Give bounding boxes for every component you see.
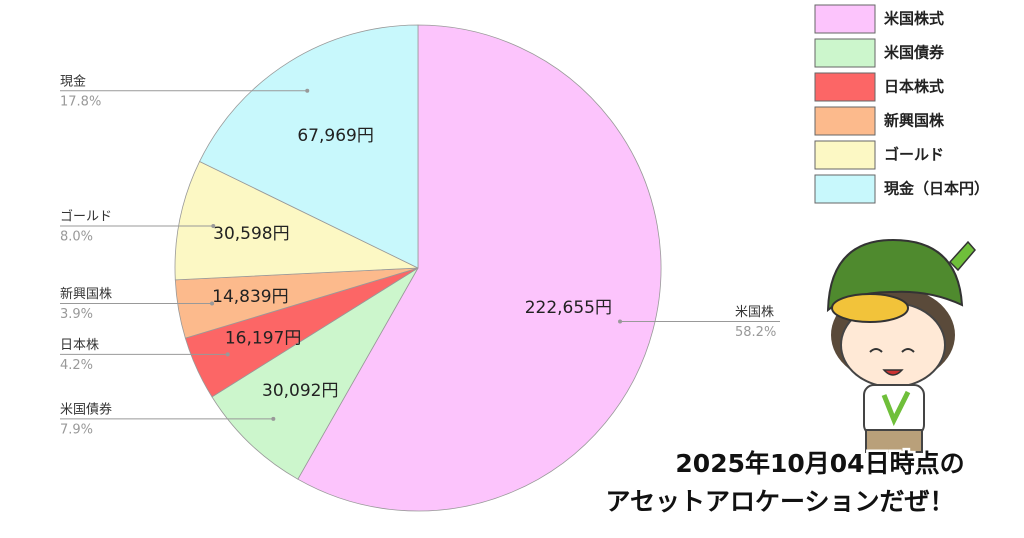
legend-label: 米国株式	[884, 10, 944, 28]
percent-label: 7.9%	[60, 422, 93, 437]
legend-label: ゴールド	[884, 146, 944, 164]
legend-label: 米国債券	[884, 44, 945, 62]
value-label: 14,839円	[212, 287, 288, 307]
category-label: ゴールド	[60, 208, 112, 224]
annotation: アセットアロケーションだぜ！	[605, 487, 954, 516]
category-label: 米国株	[735, 305, 774, 320]
value-label: 30,092円	[262, 381, 338, 401]
pie-slice	[297, 24, 662, 512]
pie-slice	[211, 267, 419, 480]
category-label: 新興国株	[60, 286, 112, 302]
legend-label: 新興国株	[884, 112, 945, 130]
legend-swatch	[814, 38, 876, 68]
callout-dot	[618, 319, 623, 324]
percent-label: 58.2%	[735, 325, 776, 340]
value-label: 67,969円	[297, 126, 373, 146]
percent-label: 17.8%	[60, 94, 101, 109]
annotation: 2025年10月04日時点の	[675, 449, 964, 478]
category-label: 現金	[60, 73, 86, 89]
value-label: 16,197円	[225, 328, 301, 348]
callout-dot	[305, 88, 310, 93]
pie-slice	[174, 160, 419, 281]
legend-label: 日本株式	[884, 78, 944, 96]
category-label: 米国債券	[60, 401, 112, 417]
callout-dot	[211, 223, 216, 228]
pie-slice	[199, 24, 419, 269]
legend-swatch	[814, 174, 876, 204]
character	[826, 238, 976, 453]
value-label: 30,598円	[213, 224, 289, 244]
legend-swatch	[814, 140, 876, 170]
legend-swatch	[814, 106, 876, 136]
callout-dot	[225, 352, 230, 357]
legend-swatch	[814, 4, 876, 34]
legend-label: 現金（日本円）	[884, 180, 989, 198]
category-label: 日本株	[60, 338, 99, 353]
callout-dot	[210, 301, 215, 306]
callout-dot	[271, 416, 276, 421]
percent-label: 8.0%	[60, 229, 93, 244]
percent-label: 4.2%	[60, 358, 93, 373]
value-label: 222,655円	[525, 298, 612, 318]
legend-swatch	[814, 72, 876, 102]
percent-label: 3.9%	[60, 307, 93, 322]
